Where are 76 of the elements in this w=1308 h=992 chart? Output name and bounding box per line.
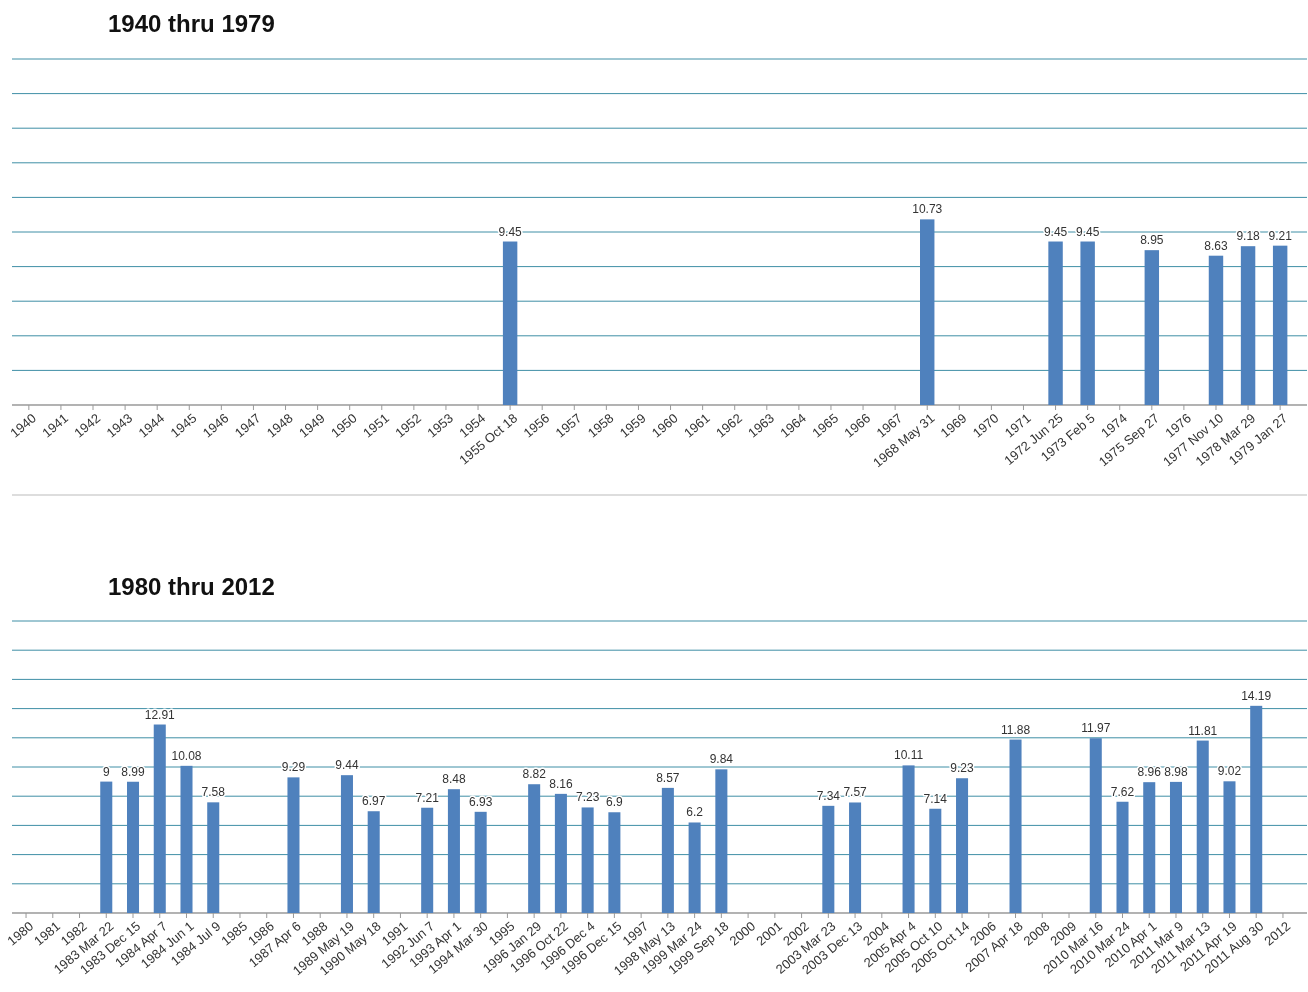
bar — [554, 793, 567, 913]
bar — [849, 802, 862, 913]
bar — [1196, 740, 1209, 913]
bar — [1048, 241, 1063, 405]
bar — [180, 765, 193, 913]
data-label: 9.23 — [950, 761, 975, 776]
data-label: 10.73 — [912, 202, 943, 217]
bar — [127, 781, 140, 913]
bar — [153, 724, 166, 913]
bar — [1250, 705, 1263, 913]
data-label: 8.96 — [1137, 765, 1162, 780]
bar — [929, 808, 942, 913]
bar — [207, 802, 220, 913]
data-label: 9.84 — [709, 752, 734, 767]
data-label: 8.82 — [522, 767, 547, 782]
data-label: 9.45 — [1043, 224, 1068, 239]
bar — [822, 805, 835, 913]
data-label: 11.97 — [1081, 721, 1111, 736]
data-label: 9 — [102, 764, 110, 779]
data-label: 6.93 — [468, 794, 493, 809]
data-label: 8.48 — [442, 772, 466, 787]
bar — [1009, 739, 1022, 913]
bar — [447, 789, 460, 913]
bar — [528, 784, 541, 913]
chart-title: 1940 thru 1979 — [108, 10, 275, 37]
bar — [1240, 246, 1256, 405]
bar — [340, 775, 353, 913]
bar — [287, 777, 300, 913]
data-label: 14.19 — [1241, 688, 1272, 703]
data-label: 10.11 — [893, 748, 924, 763]
bar — [1272, 245, 1288, 405]
bar — [474, 811, 487, 913]
bar — [1169, 781, 1182, 913]
bar — [1223, 781, 1236, 913]
data-label: 9.45 — [498, 224, 523, 239]
bar — [1116, 801, 1129, 913]
data-label: 9.45 — [1075, 224, 1100, 239]
bar — [581, 807, 594, 913]
bar — [1143, 782, 1156, 913]
chart-title: 1980 thru 2012 — [108, 573, 275, 600]
bar — [715, 769, 728, 913]
bar — [688, 822, 701, 913]
bar — [661, 787, 674, 913]
data-label: 7.62 — [1110, 784, 1135, 799]
bar — [1144, 250, 1160, 405]
data-label: 10.08 — [171, 748, 202, 763]
data-label: 9.21 — [1268, 228, 1293, 243]
data-label: 9.29 — [281, 760, 306, 775]
data-label: 8.98 — [1164, 764, 1188, 779]
data-label: 8.16 — [549, 776, 573, 791]
bar — [421, 807, 434, 913]
bar — [100, 781, 113, 913]
bar — [956, 778, 969, 913]
bar — [367, 811, 380, 913]
data-label: 6.9 — [606, 795, 624, 810]
bar — [502, 241, 518, 405]
data-label: 8.99 — [121, 764, 146, 779]
data-label: 6.2 — [686, 805, 704, 820]
data-label: 9.02 — [1217, 764, 1242, 779]
bar — [1089, 738, 1102, 913]
bar — [1080, 241, 1095, 405]
data-label: 9.44 — [335, 758, 359, 773]
data-label: 12.91 — [144, 707, 176, 722]
bar — [608, 812, 621, 913]
bar — [902, 765, 915, 913]
data-label: 6.97 — [362, 794, 386, 809]
data-label: 8.57 — [656, 770, 680, 785]
data-label: 8.63 — [1204, 238, 1228, 253]
data-label: 11.81 — [1188, 723, 1218, 738]
data-label: 7.58 — [201, 785, 226, 800]
data-label: 8.95 — [1140, 233, 1164, 248]
data-label: 11.88 — [1000, 722, 1031, 737]
data-label: 9.18 — [1236, 229, 1261, 244]
bar — [1208, 255, 1224, 405]
data-label: 7.57 — [843, 785, 868, 800]
bar — [920, 219, 935, 405]
